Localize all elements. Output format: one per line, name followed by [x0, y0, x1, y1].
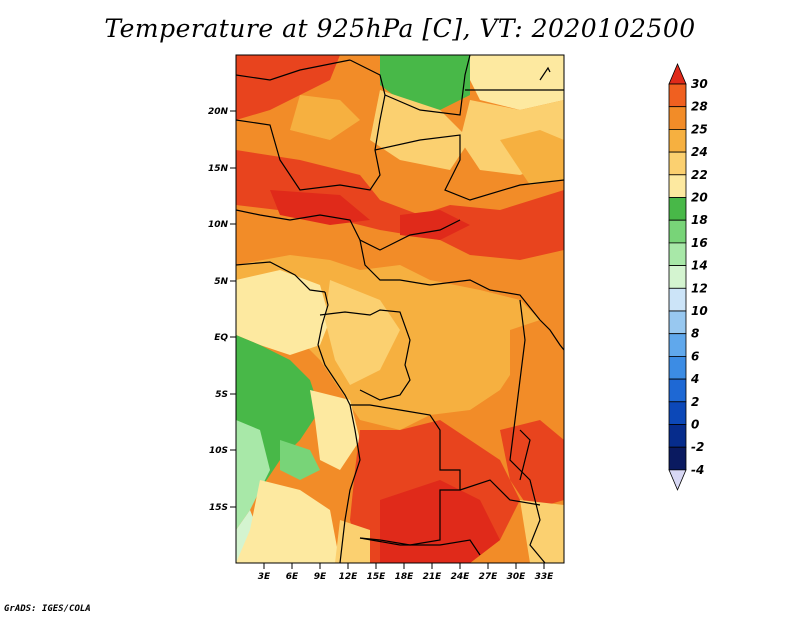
colorbar-label: 20 [691, 191, 708, 205]
lat-label: 20N [208, 107, 229, 117]
colorbar-label: 14 [691, 259, 708, 273]
colorbar-label: 25 [691, 122, 708, 136]
colorbar-label: -4 [691, 463, 704, 477]
lon-label: 9E [314, 572, 327, 582]
colorbar-swatch [668, 401, 687, 425]
colorbar-label: 6 [691, 349, 699, 363]
colorbar-swatch [668, 310, 687, 335]
colorbar-swatch [668, 128, 687, 153]
colorbar-swatch [668, 265, 687, 289]
colorbar-swatch [668, 378, 687, 403]
colorbar-label: 2 [691, 395, 699, 409]
lon-label: 12E [339, 572, 359, 582]
colorbar-swatch [668, 287, 687, 312]
colorbar-label: 24 [691, 145, 708, 159]
colorbar-swatch [668, 446, 687, 471]
longitude-axis: 3E 6E 9E 12E 15E 18E 21E 24E 27E 30E 33E [258, 563, 554, 582]
colorbar-swatch [668, 333, 687, 357]
colorbar-swatch [668, 219, 687, 244]
lat-label: 10N [208, 220, 229, 230]
temperature-field [236, 55, 564, 563]
colorbar-label: 12 [691, 281, 708, 295]
grads-credit: GrADS: IGES/COLA [4, 604, 91, 614]
colorbar-label: -2 [691, 440, 704, 454]
lon-label: 21E [423, 572, 443, 582]
colorbar-label: 28 [691, 100, 708, 114]
latitude-axis: 20N 15N 10N 5N EQ 5S 10S 15S [208, 107, 236, 513]
lat-label: 10S [209, 446, 228, 456]
lon-label: 15E [367, 572, 387, 582]
colorbar-swatch [668, 83, 687, 108]
colorbar-swatch [668, 355, 687, 380]
lat-label: 15S [209, 503, 228, 513]
colorbar-label: 30 [691, 77, 708, 91]
lat-label: EQ [214, 333, 228, 343]
colorbar-label: 18 [691, 213, 708, 227]
lat-label: 15N [208, 164, 229, 174]
map-title: Temperature at 925hPa [C], VT: 202010250… [104, 14, 696, 43]
lon-label: 24E [451, 572, 471, 582]
colorbar-swatch [668, 151, 687, 176]
lon-label: 33E [535, 572, 555, 582]
colorbar-label: 16 [691, 236, 708, 250]
colorbar-swatch [668, 424, 687, 448]
colorbar-swatch [668, 106, 687, 130]
country-borders [236, 55, 564, 563]
colorbar-label: 0 [691, 418, 699, 432]
lon-label: 6E [286, 572, 299, 582]
colorbar-swatch [668, 242, 687, 266]
lon-label: 27E [479, 572, 499, 582]
map-frame [235, 54, 565, 564]
colorbar-swatch [668, 197, 687, 221]
lon-label: 30E [507, 572, 527, 582]
colorbar-label: 10 [691, 304, 708, 318]
lon-label: 3E [258, 572, 271, 582]
colorbar-label: 8 [691, 327, 699, 341]
colorbar-label: 4 [690, 372, 699, 386]
lon-label: 18E [395, 572, 415, 582]
colorbar-label: 22 [691, 168, 708, 182]
colorbar-swatch [668, 174, 687, 198]
colorbar-max-arrow [668, 62, 687, 85]
lat-label: 5N [214, 277, 228, 287]
lat-label: 5S [215, 390, 228, 400]
colorbar-min-arrow [668, 469, 687, 491]
